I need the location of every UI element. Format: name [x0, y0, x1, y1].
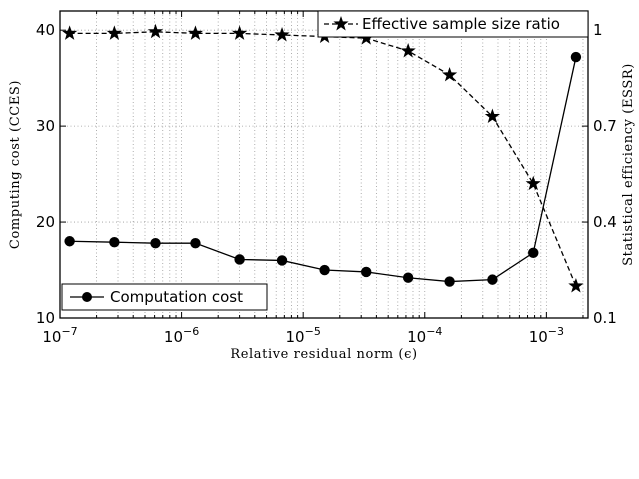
x-tick-exponent: −5 [305, 325, 321, 338]
y-axis-right-label: Statistical efficiency (ESSR) [621, 63, 636, 266]
data-point-star [232, 25, 248, 40]
x-tick-exponent: −4 [426, 325, 442, 338]
legend-box [317, 10, 589, 38]
y-left-tick-label: 30 [36, 117, 55, 135]
data-point-star [187, 25, 204, 40]
data-point-star [274, 26, 290, 42]
data-point-circle [234, 254, 245, 265]
data-point-circle [528, 247, 539, 258]
data-point-circle [570, 51, 582, 63]
y-right-tick-label: 1 [593, 21, 603, 39]
data-point-circle [487, 274, 498, 285]
data-point-circle [109, 237, 120, 248]
x-tick-mantissa: 10 [42, 328, 61, 346]
series-computation-cost [64, 51, 582, 287]
y-right-tick-label: 0.7 [593, 117, 617, 135]
data-point-star [106, 25, 122, 40]
x-tick-mantissa: 10 [529, 328, 548, 346]
x-tick-label: 10−7 [42, 325, 77, 346]
data-point-star [62, 25, 78, 40]
data-point-star [441, 66, 458, 82]
x-tick-mantissa: 10 [286, 328, 305, 346]
series-layer [62, 23, 584, 293]
data-point-star [525, 175, 541, 191]
data-point-circle [276, 255, 288, 266]
legend-computation-cost: Computation cost [61, 283, 268, 311]
legend-label-computation-cost: Computation cost [110, 288, 243, 306]
data-point-star [568, 278, 584, 293]
x-tick-exponent: −3 [548, 325, 564, 338]
x-tick-exponent: −7 [61, 325, 77, 338]
series-line [69, 31, 577, 287]
series-ess-ratio [62, 23, 584, 293]
data-point-circle [444, 276, 455, 287]
y-right-tick-label: 0.1 [593, 309, 617, 327]
x-tick-exponent: −6 [183, 325, 199, 338]
data-point-circle [64, 236, 75, 247]
legend-label-ess-ratio: Effective sample size ratio [362, 15, 560, 33]
grid-lines [59, 11, 588, 318]
legend-star-icon [333, 16, 349, 31]
data-point-circle [319, 264, 330, 276]
x-tick-label: 10−3 [529, 325, 564, 346]
x-tick-mantissa: 10 [164, 328, 183, 346]
data-point-circle [150, 237, 161, 249]
y-left-tick-label: 40 [36, 21, 55, 39]
data-point-star [484, 108, 501, 123]
x-tick-label: 10−5 [286, 325, 321, 346]
x-tick-label: 10−6 [164, 325, 199, 346]
legend-ess-ratio: Effective sample size ratio [317, 10, 589, 38]
y-right-tick-label: 0.4 [593, 213, 617, 231]
data-point-circle [402, 272, 414, 283]
data-point-star [147, 23, 164, 39]
legend-star-shape [333, 16, 349, 31]
y-left-tick-label: 20 [36, 213, 55, 231]
x-axis-label: Relative residual norm (ϵ) [230, 347, 417, 362]
data-point-circle [361, 266, 372, 278]
data-point-star [400, 42, 416, 58]
data-point-circle [190, 237, 201, 249]
series-line [69, 56, 577, 283]
y-left-tick-label: 10 [36, 309, 55, 327]
x-tick-label: 10−4 [407, 325, 442, 346]
legend-circle-icon [82, 292, 92, 302]
y-axis-left-label: Computing cost (CCES) [8, 80, 23, 249]
x-tick-mantissa: 10 [407, 328, 426, 346]
